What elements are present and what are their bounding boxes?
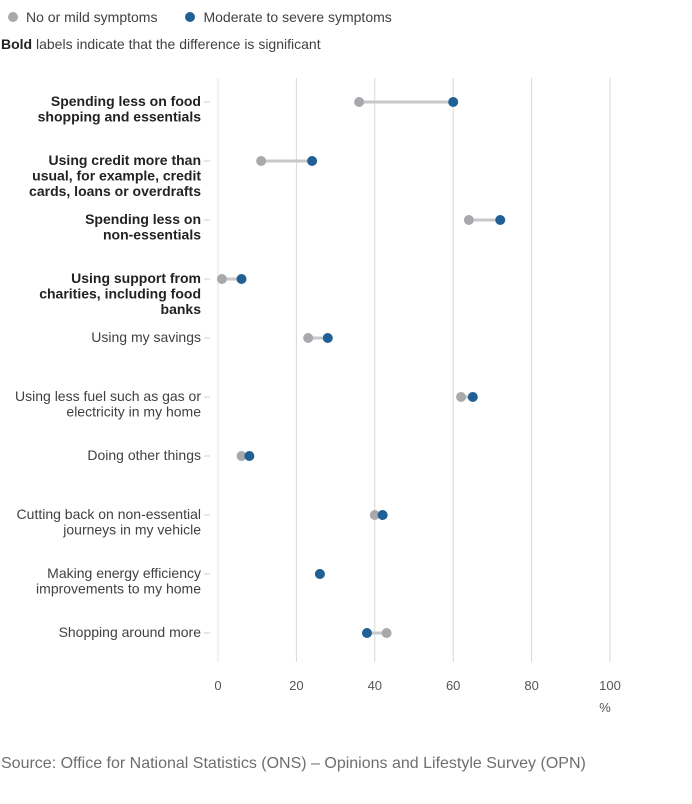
category-label-7: Cutting back on non-essential journeys in… <box>17 506 202 538</box>
dot-moderate-3 <box>236 274 247 284</box>
source-note: Source: Office for National Statistics (… <box>1 755 586 772</box>
legend-label-no-mild: No or mild symptoms <box>26 9 158 25</box>
category-label-line: Using support from <box>71 270 201 286</box>
category-label-1: Using credit more than usual, for example… <box>29 152 201 199</box>
dot-moderate-8 <box>314 569 325 579</box>
dot-no-mild-7 <box>369 510 380 520</box>
category-label-line: banks <box>161 301 202 317</box>
dot-plot-chart: 0 20 40 60 80 100% Spending less on food shoppi… <box>15 78 621 715</box>
category-label-line: electricity in my home <box>66 404 201 420</box>
legend-item-no-mild[interactable]: No or mild symptoms <box>8 9 157 25</box>
category-label-6: Doing other things <box>87 447 201 463</box>
category-label-line: Spending less on <box>85 211 201 227</box>
x-tick-label-20: 20 <box>289 678 303 693</box>
significance-note: Bold labels indicate that the difference… <box>1 36 321 52</box>
category-label-line: Making energy efficiency <box>47 565 201 581</box>
legend: No or mild symptoms Moderate to severe s… <box>8 9 392 25</box>
x-tick-label-60: 60 <box>446 678 460 693</box>
legend-swatch-no-mild <box>8 12 18 22</box>
category-label-2: Spending less on non-essentials <box>85 211 201 243</box>
x-tick-label-0: 0 <box>214 678 221 693</box>
note-bold-word: Bold <box>1 36 33 52</box>
category-label-line: Doing other things <box>87 447 201 463</box>
dot-no-mild-0 <box>354 97 365 107</box>
legend-label-moderate: Moderate to severe symptoms <box>203 9 392 25</box>
category-label-line: Using credit more than <box>49 152 201 168</box>
dot-no-mild-2 <box>463 215 474 225</box>
dot-moderate-6 <box>244 451 255 461</box>
category-label-0: Spending less on food shopping and essent… <box>38 93 202 125</box>
dot-no-mild-4 <box>303 333 314 343</box>
category-label-line: Using less fuel such as gas or <box>15 388 201 404</box>
dot-no-mild-9 <box>381 628 392 638</box>
dot-moderate-1 <box>307 156 318 166</box>
dot-moderate-0 <box>448 97 459 107</box>
legend-item-moderate[interactable]: Moderate to severe symptoms <box>185 9 392 25</box>
category-label-line: shopping and essentials <box>38 109 202 125</box>
dot-no-mild-6 <box>236 451 247 461</box>
dot-no-mild-5 <box>456 392 467 402</box>
category-label-line: Cutting back on non-essential <box>17 506 201 522</box>
note-text: labels indicate that the difference is s… <box>32 36 321 52</box>
category-label-line: Shopping around more <box>59 624 202 640</box>
category-label-4: Using my savings <box>91 329 201 345</box>
category-label-5: Using less fuel such as gas or electricit… <box>15 388 201 420</box>
category-label-line: improvements to my home <box>36 581 201 597</box>
x-tick-label-80: 80 <box>524 678 538 693</box>
category-label-line: journeys in my vehicle <box>62 522 201 538</box>
dot-moderate-7 <box>377 510 388 520</box>
category-label-line: charities, including food <box>39 286 201 302</box>
category-label-line: Spending less on food <box>51 93 201 109</box>
legend-swatch-moderate <box>185 12 196 22</box>
dot-no-mild-3 <box>216 274 227 284</box>
category-label-3: Using support from charities, including f… <box>39 270 201 317</box>
x-axis-unit-label: % <box>599 700 611 715</box>
dot-moderate-2 <box>495 215 506 225</box>
dot-moderate-4 <box>322 333 333 343</box>
category-label-line: Using my savings <box>91 329 201 345</box>
category-label-line: usual, for example, credit <box>32 168 201 184</box>
category-label-9: Shopping around more <box>59 624 202 640</box>
dot-no-mild-1 <box>256 156 267 166</box>
x-tick-label-100: 100 <box>599 678 621 693</box>
category-label-8: Making energy efficiency improvements to … <box>36 565 201 597</box>
dot-moderate-9 <box>361 628 372 638</box>
category-label-line: cards, loans or overdrafts <box>29 183 201 199</box>
x-tick-label-40: 40 <box>368 678 382 693</box>
category-label-line: non-essentials <box>103 227 201 243</box>
dot-moderate-5 <box>467 392 478 402</box>
